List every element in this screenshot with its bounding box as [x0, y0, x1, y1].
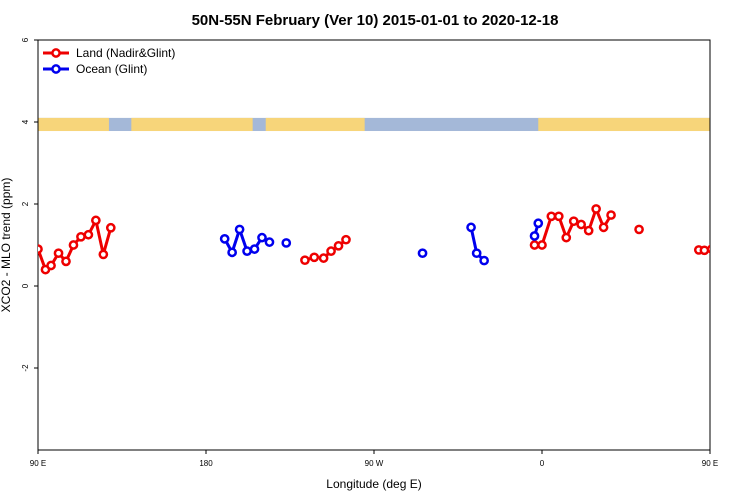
data-point	[568, 216, 579, 227]
y-tick-label: 6	[21, 37, 30, 42]
data-point	[61, 256, 71, 267]
x-tick-label: 180	[199, 459, 213, 468]
data-point	[546, 211, 557, 222]
data-point	[234, 224, 245, 235]
data-point	[68, 240, 79, 250]
data-point	[529, 231, 540, 241]
x-tick-label: 0	[540, 459, 545, 468]
legend-label: Ocean (Glint)	[76, 62, 147, 76]
land-band	[538, 117, 710, 132]
data-point	[598, 222, 609, 233]
series-group	[219, 218, 544, 266]
data-point	[738, 258, 745, 265]
legend-marker	[51, 64, 61, 74]
data-point	[242, 246, 252, 256]
y-axis-label: XCO2 - MLO trend (ppm)	[0, 178, 13, 313]
data-point	[634, 224, 644, 235]
data-point	[731, 250, 738, 257]
world-map-strip	[38, 117, 710, 132]
y-axis: -2 0 2 4 6	[21, 37, 38, 372]
land-band	[265, 117, 365, 132]
data-point	[417, 248, 428, 259]
data-point	[264, 237, 275, 247]
data-point	[219, 234, 230, 244]
data-point	[53, 248, 64, 259]
y-tick-label: 4	[21, 119, 30, 124]
plot-frame	[37, 39, 711, 451]
x-axis: 90 E 180 90 W 0 90 E	[30, 450, 718, 468]
y-tick-label: -2	[21, 364, 30, 372]
data-point	[606, 210, 616, 220]
data-point	[341, 234, 351, 245]
data-point	[309, 252, 320, 263]
data-point	[300, 255, 310, 266]
data-point	[227, 247, 237, 258]
data-point	[249, 244, 260, 254]
data-point	[529, 240, 540, 250]
x-axis-label: Longitude (deg E)	[326, 477, 421, 491]
data-point	[537, 240, 547, 250]
data-point	[699, 245, 710, 256]
y-tick-label: 0	[21, 283, 30, 288]
data-point	[326, 246, 336, 256]
data-point	[583, 225, 594, 236]
data-point	[471, 248, 482, 259]
data-point	[105, 222, 116, 233]
data-point	[257, 232, 267, 243]
data-point	[83, 229, 94, 240]
legend-label: Land (Nadir&Glint)	[76, 46, 175, 60]
legend-marker	[51, 48, 61, 58]
series-line	[698, 247, 710, 252]
data-point	[561, 232, 572, 243]
chart-title: 50N-55N February (Ver 10) 2015-01-01 to …	[192, 12, 559, 29]
data-point	[479, 255, 489, 266]
data-point	[707, 244, 710, 254]
data-point	[76, 231, 86, 242]
data-point	[746, 241, 750, 248]
data-point	[46, 260, 56, 271]
data-point	[318, 253, 329, 263]
data-point	[591, 204, 601, 214]
data-point	[91, 215, 101, 226]
data-point	[466, 222, 476, 233]
land-band	[131, 117, 253, 132]
data-point	[576, 219, 587, 230]
series-group	[38, 204, 750, 275]
land-band	[38, 117, 109, 132]
legend: Land (Nadir&Glint) Ocean (Glint)	[43, 46, 175, 76]
data-point	[716, 266, 723, 273]
data-point	[281, 238, 292, 248]
data-point	[38, 244, 43, 254]
x-tick-label: 90 E	[30, 459, 46, 468]
y-tick-label: 2	[21, 201, 30, 206]
data-point	[333, 240, 344, 251]
data-point	[98, 249, 109, 260]
data-point	[723, 262, 730, 269]
x-tick-label: 90 W	[365, 459, 384, 468]
data-point	[553, 211, 564, 222]
data-point	[533, 218, 544, 229]
x-tick-label: 90 E	[702, 459, 718, 468]
series-layer	[38, 204, 750, 275]
